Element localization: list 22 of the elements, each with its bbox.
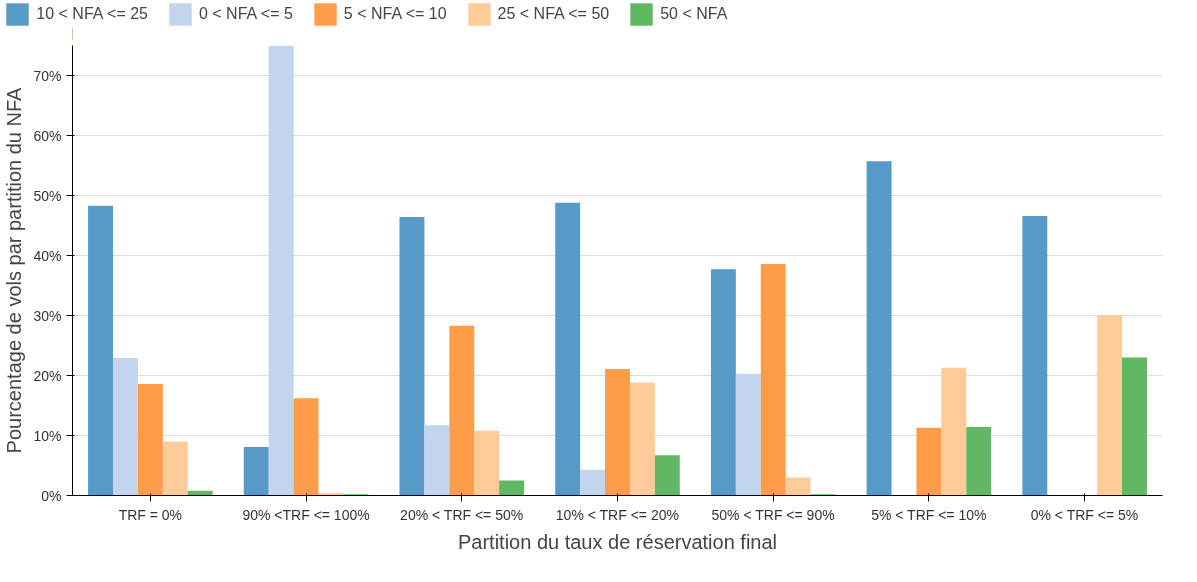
x-tick-label: 90% <TRF <= 100% bbox=[242, 506, 370, 523]
x-tick-label: TRF = 0% bbox=[118, 506, 183, 523]
x-axis-title: Partition du taux de réservation final bbox=[457, 530, 778, 553]
legend-label: 0 < NFA <= 5 bbox=[198, 5, 293, 23]
x-tick-label: 50% < TRF <= 90% bbox=[711, 506, 835, 523]
y-tick-label: 0% bbox=[41, 487, 62, 504]
x-tick-label: 10% < TRF <= 20% bbox=[555, 506, 679, 523]
y-tick-label: 70% bbox=[33, 67, 62, 84]
y-tick-label: 50% bbox=[33, 187, 62, 204]
y-tick-label: 10% bbox=[33, 427, 62, 444]
x-tick-label: 20% < TRF <= 50% bbox=[400, 506, 524, 523]
legend-label: 25 < NFA <= 50 bbox=[497, 5, 610, 23]
legend-label: 50 < NFA bbox=[660, 5, 728, 23]
x-tick-label: 0% < TRF <= 5% bbox=[1030, 506, 1139, 523]
y-tick-label: 20% bbox=[33, 367, 62, 384]
y-tick-label: 60% bbox=[33, 127, 62, 144]
y-tick-label: 30% bbox=[33, 307, 62, 324]
y-tick-label: 40% bbox=[33, 247, 62, 264]
x-tick-label: 5% < TRF <= 10% bbox=[871, 506, 987, 523]
legend-label: 10 < NFA <= 25 bbox=[36, 5, 148, 23]
legend-label: 5 < NFA <= 10 bbox=[343, 5, 447, 23]
y-axis-title: Pourcentage de vols par partition du NFA bbox=[3, 86, 26, 454]
